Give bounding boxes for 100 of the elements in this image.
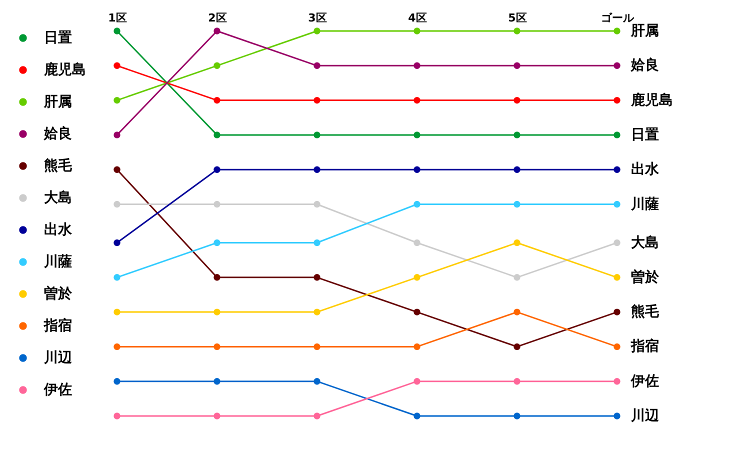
point — [214, 28, 220, 34]
legend-label: 川辺 — [43, 350, 73, 366]
point — [614, 308, 620, 316]
legend-label: 川薩 — [43, 254, 72, 270]
text: 大島 — [631, 234, 659, 251]
point — [214, 96, 220, 104]
text: 川辺 — [631, 408, 659, 424]
point — [314, 132, 320, 138]
point — [614, 96, 620, 104]
point — [114, 166, 120, 173]
text: 熊毛 — [631, 304, 659, 320]
text: 出水 — [631, 162, 659, 178]
legend-label: 出水 — [44, 222, 73, 238]
point — [514, 308, 520, 316]
point — [414, 132, 420, 138]
point — [314, 412, 320, 420]
point — [214, 132, 220, 138]
point — [214, 412, 220, 420]
point — [514, 28, 520, 34]
x-tick-label: 1区 — [108, 12, 127, 24]
point — [414, 412, 420, 420]
point — [114, 308, 120, 316]
point — [414, 274, 420, 281]
point — [614, 378, 620, 385]
x-tick-label: 5区 — [508, 12, 527, 24]
point — [114, 132, 120, 138]
point — [214, 166, 220, 173]
point — [614, 62, 620, 69]
point — [414, 308, 420, 316]
text: 鹿児島 — [631, 92, 673, 108]
legend-label: 日置 — [44, 30, 72, 46]
text: 肝属 — [631, 23, 659, 39]
point — [214, 274, 220, 281]
point — [514, 166, 520, 173]
legend-label: 熊毛 — [44, 157, 73, 174]
legend-label: 曽於 — [44, 285, 73, 302]
point — [414, 343, 420, 350]
point — [214, 200, 220, 208]
point — [614, 132, 620, 138]
point — [514, 274, 520, 281]
point — [414, 28, 420, 34]
point — [114, 412, 120, 420]
legend-label: 指宿 — [43, 317, 72, 334]
point — [514, 412, 520, 420]
point — [514, 378, 520, 385]
point — [514, 239, 520, 246]
point — [314, 274, 320, 281]
legend-label: 伊佐 — [43, 382, 72, 398]
point — [114, 239, 120, 246]
point — [314, 343, 320, 350]
point — [414, 200, 420, 208]
point — [114, 62, 120, 69]
point — [314, 239, 320, 246]
point — [614, 274, 620, 281]
point — [214, 239, 220, 246]
point — [114, 28, 120, 34]
text: 伊佐 — [631, 373, 659, 390]
point — [114, 274, 120, 281]
point — [314, 62, 320, 69]
text: 日置 — [631, 126, 659, 143]
x-tick-label: 3区 — [308, 12, 327, 24]
legend-label: 大島 — [44, 190, 72, 206]
point — [414, 166, 420, 173]
point — [114, 200, 120, 208]
point — [614, 412, 620, 420]
text: 川薩 — [631, 196, 659, 212]
point — [614, 343, 620, 350]
point — [314, 200, 320, 208]
point — [114, 343, 120, 350]
text: 姶良 — [631, 58, 659, 74]
point — [214, 62, 220, 69]
legend-label: 肝属 — [43, 94, 72, 110]
point — [314, 166, 320, 173]
point — [314, 308, 320, 316]
point — [114, 96, 120, 104]
point — [514, 200, 520, 208]
point — [614, 239, 620, 246]
legend-label: 姶良 — [43, 125, 72, 142]
point — [514, 96, 520, 104]
point — [414, 239, 420, 246]
point — [314, 378, 320, 385]
point — [214, 308, 220, 316]
text: 曽於 — [631, 269, 659, 286]
point — [614, 28, 620, 34]
point — [414, 378, 420, 385]
x-tick-label: ゴール — [601, 12, 635, 24]
x-tick-label: 4区 — [408, 12, 427, 24]
x-tick-label: 2区 — [208, 12, 227, 24]
point — [114, 378, 120, 385]
point — [214, 343, 220, 350]
point — [614, 166, 620, 173]
point — [414, 96, 420, 104]
point — [514, 62, 520, 69]
point — [414, 62, 420, 69]
point — [314, 28, 320, 34]
point — [614, 200, 620, 208]
point — [514, 132, 520, 138]
point — [514, 343, 520, 350]
legend-label: 鹿児島 — [43, 61, 86, 78]
point — [314, 96, 320, 104]
